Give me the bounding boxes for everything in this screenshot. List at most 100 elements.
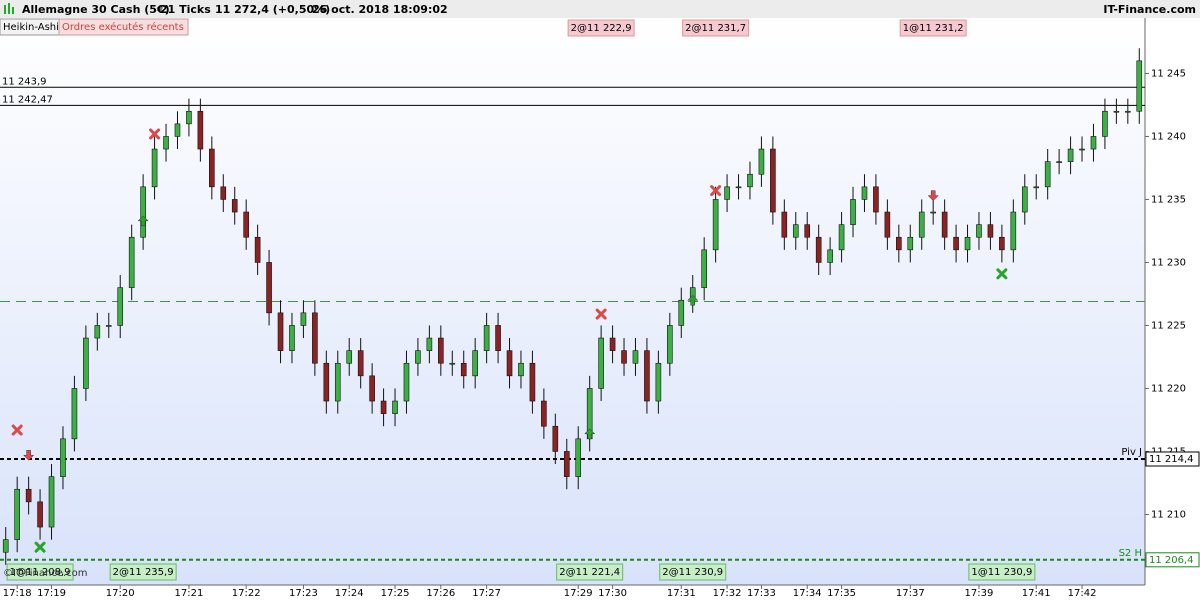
x-tick-label: 17:35 — [827, 588, 856, 599]
trade-box — [109, 563, 177, 581]
x-tick-label: 17:22 — [232, 588, 261, 599]
candle-body — [747, 173, 753, 188]
trade-box — [682, 19, 750, 37]
trade-label: 2@11 221,4 — [559, 567, 620, 578]
x-tick-label: 17:23 — [289, 588, 318, 599]
candle-body — [907, 236, 914, 251]
candle-body — [999, 236, 1005, 251]
x-tick-label: 17:30 — [598, 588, 627, 599]
level-label: 11 242,47 — [2, 94, 53, 105]
plot-background — [0, 18, 1145, 585]
trade-label: 1@11 231,2 — [903, 23, 964, 34]
trade-arrow — [23, 449, 35, 461]
level-name: S2 H — [1119, 548, 1142, 559]
candle-body — [495, 325, 501, 351]
brand: IT-Finance.com — [1103, 3, 1196, 16]
watermark: ©IT-Finance.com — [3, 568, 88, 579]
candle-body — [25, 488, 32, 503]
candle-body — [323, 362, 330, 402]
tab-label[interactable]: Ordres exécutés récents — [62, 21, 184, 33]
trade-box — [659, 563, 727, 581]
candle-body — [1090, 136, 1097, 150]
candle-body — [438, 337, 444, 364]
y-tick-label: 11 210 — [1151, 509, 1186, 520]
candle-body — [1113, 110, 1120, 113]
trade-box — [968, 563, 1036, 581]
candle-body — [460, 362, 467, 377]
level-label: 11 243,9 — [2, 76, 47, 87]
candle-body — [197, 110, 204, 150]
trade-arrow — [137, 215, 149, 227]
candle-body — [37, 501, 43, 528]
y-tick-label: 11 220 — [1151, 383, 1186, 394]
candle-body — [861, 186, 868, 200]
candle-body — [1021, 186, 1028, 213]
candle-body — [518, 362, 524, 377]
candle-body — [1033, 186, 1040, 189]
candle-body — [415, 350, 421, 364]
candle-body — [449, 362, 456, 365]
candle-body — [392, 400, 398, 414]
level-name: Piv J — [1121, 447, 1142, 458]
candle-body — [289, 325, 295, 351]
candle-body — [163, 136, 169, 150]
candle-body — [632, 350, 639, 364]
candle-body — [254, 236, 261, 263]
plot — [0, 48, 1145, 565]
candle-body — [655, 362, 662, 402]
candle-body — [357, 350, 364, 377]
candle-body — [644, 350, 650, 402]
x-tick-label: 17:42 — [1068, 588, 1097, 599]
time-axis-background — [0, 585, 1145, 600]
candle-body — [953, 236, 959, 251]
trade-marker — [34, 541, 46, 553]
tab-label[interactable]: Heikin-Ashi — [3, 22, 59, 33]
candle-body — [128, 236, 135, 288]
candle-body — [529, 362, 536, 402]
x-tick-label: 17:41 — [1022, 588, 1051, 599]
candle-body — [209, 148, 215, 188]
candle-body — [918, 211, 925, 238]
x-tick-label: 17:32 — [713, 588, 742, 599]
tab[interactable] — [58, 18, 189, 36]
x-tick-label: 17:39 — [965, 588, 994, 599]
candle-body — [266, 262, 272, 314]
candle-body — [838, 224, 845, 251]
level-box — [1145, 552, 1200, 568]
x-tick-label: 17:29 — [564, 588, 593, 599]
y-tick-label: 11 230 — [1151, 257, 1186, 268]
candle-body — [334, 362, 341, 402]
trade-marker — [149, 128, 161, 140]
x-tick-label: 17:34 — [793, 588, 822, 599]
candle-body — [827, 249, 833, 263]
candle-body — [380, 400, 387, 414]
candle-body — [712, 199, 719, 251]
y-tick-label: 11 235 — [1151, 194, 1186, 205]
x-tick-label: 17:21 — [175, 588, 204, 599]
instrument: Allemagne 30 Cash (5€) — [22, 3, 170, 16]
candle-body — [987, 224, 994, 238]
candle-body — [1136, 60, 1143, 112]
candle-body — [781, 211, 788, 238]
candle-body — [735, 186, 742, 189]
candle-body — [2, 539, 9, 553]
candle-body — [117, 287, 124, 326]
x-tick-label: 17:18 — [3, 588, 32, 599]
trade-label: 2@11 231,7 — [685, 23, 746, 34]
candle-body — [1125, 110, 1131, 113]
candle-body — [231, 199, 238, 213]
candle-body — [94, 325, 101, 339]
candle-body — [1010, 211, 1017, 251]
trade-label: 2@11 230,9 — [662, 567, 723, 578]
candle-body — [151, 148, 158, 188]
candle-body — [105, 325, 112, 327]
candle-body — [964, 236, 971, 251]
candle-body — [598, 337, 604, 389]
trade-box — [899, 19, 967, 37]
trade-label: 1@11 208,9 — [10, 567, 71, 578]
candle-body — [426, 337, 433, 351]
candle-body — [1067, 148, 1074, 162]
x-tick-label: 17:31 — [667, 588, 696, 599]
